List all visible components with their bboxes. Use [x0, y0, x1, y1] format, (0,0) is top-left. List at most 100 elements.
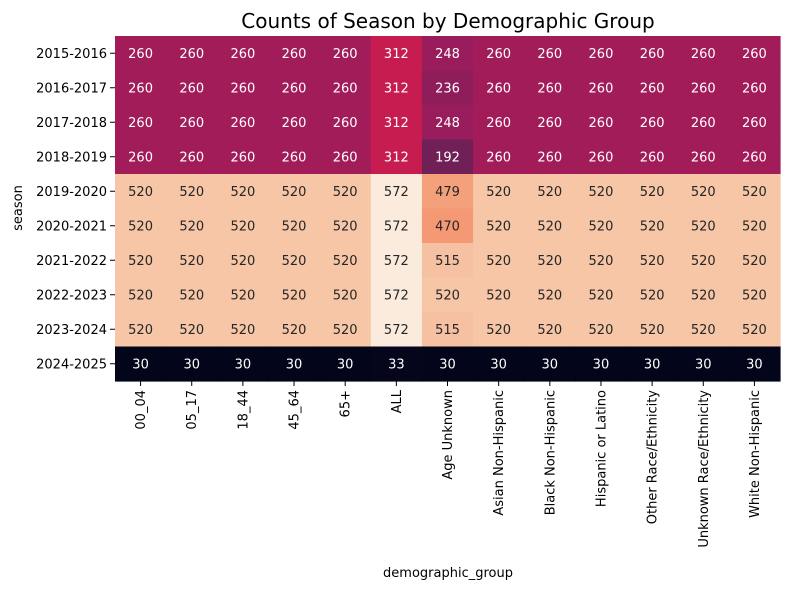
- heatmap-cell: [217, 243, 270, 279]
- cell-value-label: 520: [333, 185, 358, 200]
- heatmap-cell: [626, 105, 679, 141]
- heatmap-cell: [473, 208, 525, 244]
- cell-value-label: 260: [640, 81, 665, 96]
- y-tick-label: 2017-2018: [36, 116, 107, 131]
- cell-value-label: 260: [128, 81, 153, 96]
- x-tick-label: 45_64: [288, 390, 303, 430]
- heatmap-cell: [319, 346, 372, 382]
- x-axis-ticks: 00_04 05_17 18_44 45_64 65+ ALL Age Unknown Asi…: [134, 381, 763, 548]
- heatmap-cell: [166, 312, 218, 348]
- cell-value-label: 520: [589, 323, 614, 338]
- cell-value-label: 260: [333, 116, 358, 131]
- chart-title: Counts of Season by Demographic Group: [241, 9, 654, 33]
- cell-value-label: 260: [333, 47, 358, 62]
- heatmap-cell: [115, 243, 167, 279]
- heatmap-cell: [268, 208, 321, 244]
- heatmap-cell: [319, 174, 372, 210]
- cell-value-label: 520: [589, 254, 614, 269]
- cell-value-label: 520: [691, 288, 716, 303]
- heatmap-cell: [268, 70, 321, 106]
- cell-value-label: 520: [486, 219, 511, 234]
- y-tick-label: 2024-2025: [36, 357, 107, 372]
- heatmap-cell: [115, 312, 167, 348]
- cell-value-label: 520: [742, 185, 767, 200]
- cell-value-label: 30: [183, 357, 200, 372]
- heatmap-cell: [575, 70, 628, 106]
- cell-value-label: 520: [282, 185, 307, 200]
- cell-value-label: 260: [537, 150, 562, 165]
- x-tick-label: 00_04: [134, 390, 149, 430]
- cell-value-label: 520: [537, 323, 562, 338]
- cell-value-label: 260: [282, 150, 307, 165]
- cell-value-label: 312: [384, 150, 409, 165]
- cell-value-label: 520: [435, 288, 460, 303]
- heatmap-cell: [524, 277, 576, 313]
- heatmap-cell: [677, 243, 730, 279]
- cell-value-label: 260: [230, 150, 255, 165]
- cell-value-label: 30: [132, 357, 149, 372]
- cell-value-label: 260: [589, 116, 614, 131]
- heatmap-cell: [728, 174, 781, 210]
- heatmap-cell: [728, 243, 781, 279]
- heatmap-cell: [728, 105, 781, 141]
- heatmap-cell: [626, 346, 679, 382]
- heatmap-cell: [217, 139, 270, 175]
- cell-value-label: 260: [691, 47, 716, 62]
- heatmap-cell: [575, 346, 628, 382]
- cell-value-label: 470: [435, 219, 460, 234]
- heatmap-cell: [421, 174, 474, 210]
- cell-value-label: 520: [486, 254, 511, 269]
- x-tick-label: Black Non-Hispanic: [543, 390, 558, 515]
- heatmap-cell: [473, 139, 525, 175]
- heatmap-cell: [268, 277, 321, 313]
- x-tick-label: White Non-Hispanic: [748, 390, 763, 518]
- cell-value-label: 572: [384, 219, 409, 234]
- cell-value-label: 30: [593, 357, 610, 372]
- cell-value-label: 260: [640, 150, 665, 165]
- cell-value-label: 260: [537, 81, 562, 96]
- cell-value-label: 520: [640, 254, 665, 269]
- cell-value-label: 260: [742, 81, 767, 96]
- heatmap-cell: [217, 346, 270, 382]
- cell-value-label: 260: [486, 47, 511, 62]
- cell-value-label: 520: [742, 323, 767, 338]
- heatmap-cell: [115, 346, 167, 382]
- heatmap-cell: [728, 208, 781, 244]
- cell-value-label: 260: [742, 116, 767, 131]
- heatmap-cell: [575, 36, 628, 72]
- heatmap-cell: [473, 105, 525, 141]
- heatmap-cell: [166, 174, 218, 210]
- heatmap-cell: [370, 139, 423, 175]
- heatmap-cell: [575, 174, 628, 210]
- heatmap-cell: [166, 105, 218, 141]
- cell-value-label: 515: [435, 254, 460, 269]
- cell-value-label: 520: [537, 288, 562, 303]
- heatmap-cell: [370, 70, 423, 106]
- heatmap-cell: [217, 70, 270, 106]
- heatmap-cell: [370, 243, 423, 279]
- cell-value-label: 572: [384, 254, 409, 269]
- cell-value-label: 520: [486, 288, 511, 303]
- cell-value-label: 260: [128, 116, 153, 131]
- cell-value-label: 236: [435, 81, 460, 96]
- y-tick-label: 2020-2021: [36, 219, 107, 234]
- heatmap-cell: [473, 36, 525, 72]
- heatmap-cells: [115, 36, 781, 382]
- cell-value-label: 520: [486, 323, 511, 338]
- heatmap-cell: [575, 243, 628, 279]
- heatmap-cell: [115, 277, 167, 313]
- heatmap-cell: [677, 139, 730, 175]
- heatmap-cell: [421, 70, 474, 106]
- heatmap-cell: [473, 346, 525, 382]
- heatmap-cell: [421, 346, 474, 382]
- heatmap-cell: [728, 36, 781, 72]
- heatmap-cell: [115, 208, 167, 244]
- heatmap-cell: [319, 243, 372, 279]
- heatmap-cell: [524, 36, 576, 72]
- cell-value-label: 260: [589, 150, 614, 165]
- cell-value-label: 248: [435, 116, 460, 131]
- heatmap-cell: [370, 312, 423, 348]
- cell-value-label: 192: [435, 150, 460, 165]
- y-axis-label: season: [11, 185, 26, 231]
- heatmap-cell: [115, 36, 167, 72]
